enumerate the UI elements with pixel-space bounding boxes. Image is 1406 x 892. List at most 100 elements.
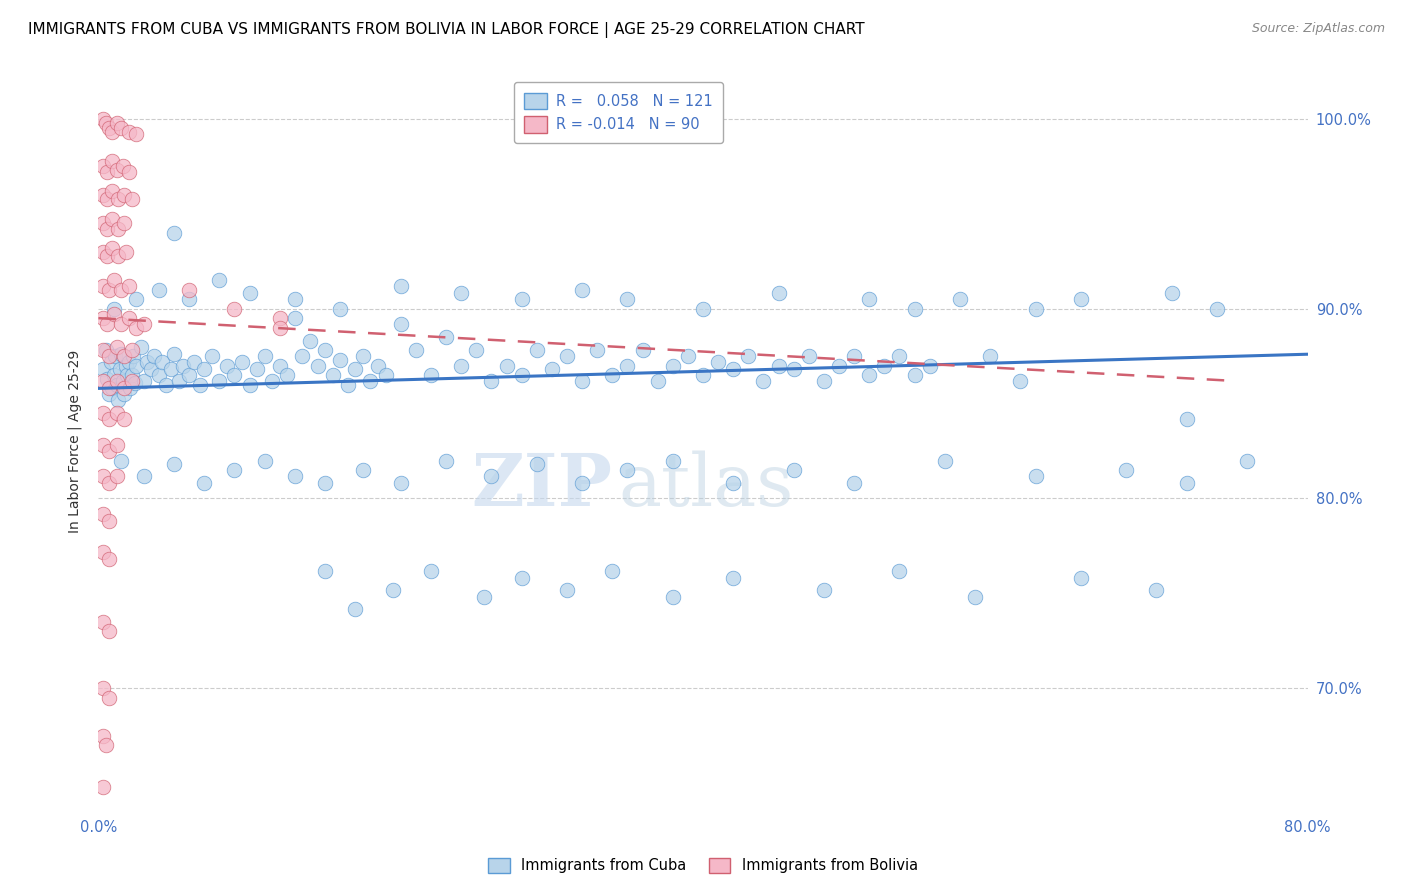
Point <box>1160 286 1182 301</box>
Point <box>434 330 457 344</box>
Point <box>450 359 472 373</box>
Point <box>616 292 638 306</box>
Point <box>124 376 146 390</box>
Point <box>434 453 457 467</box>
Point <box>125 292 148 306</box>
Point <box>1115 463 1137 477</box>
Point <box>389 317 412 331</box>
Point <box>118 165 141 179</box>
Point <box>121 192 143 206</box>
Point <box>98 444 121 458</box>
Point <box>118 311 141 326</box>
Point <box>105 340 128 354</box>
Point <box>91 343 114 358</box>
Point <box>783 463 806 477</box>
Point <box>104 349 127 363</box>
Point <box>132 374 155 388</box>
Point <box>112 216 135 230</box>
Point <box>405 343 427 358</box>
Point <box>314 343 336 358</box>
Point <box>723 476 745 491</box>
Point <box>344 362 367 376</box>
Point <box>1070 571 1092 585</box>
Point <box>616 359 638 373</box>
Point <box>344 601 367 615</box>
Point <box>135 355 157 369</box>
Point <box>602 564 624 578</box>
Point <box>107 192 129 206</box>
Point <box>112 387 135 401</box>
Point <box>889 349 911 363</box>
Point <box>918 359 941 373</box>
Point <box>163 347 186 361</box>
Point <box>101 153 124 168</box>
Text: IMMIGRANTS FROM CUBA VS IMMIGRANTS FROM BOLIVIA IN LABOR FORCE | AGE 25-29 CORRE: IMMIGRANTS FROM CUBA VS IMMIGRANTS FROM … <box>28 22 865 38</box>
Point <box>526 458 548 472</box>
Point <box>495 359 517 373</box>
Point <box>1236 453 1258 467</box>
Point <box>132 468 155 483</box>
Point <box>269 320 291 334</box>
Point <box>389 278 412 293</box>
Point <box>121 368 143 383</box>
Point <box>96 248 118 262</box>
Point <box>121 374 143 388</box>
Point <box>101 184 124 198</box>
Point <box>193 362 215 376</box>
Point <box>352 349 374 363</box>
Point <box>91 159 114 173</box>
Point <box>96 372 118 386</box>
Point <box>239 377 262 392</box>
Point <box>101 381 124 395</box>
Point <box>122 349 145 363</box>
Point <box>183 355 205 369</box>
Text: Source: ZipAtlas.com: Source: ZipAtlas.com <box>1251 22 1385 36</box>
Point <box>904 301 927 316</box>
Point <box>100 355 122 369</box>
Point <box>105 374 128 388</box>
Point <box>96 222 118 236</box>
Point <box>723 571 745 585</box>
Point <box>858 292 880 306</box>
Point <box>114 359 136 373</box>
Point <box>91 187 114 202</box>
Point <box>105 163 128 178</box>
Point <box>889 564 911 578</box>
Point <box>1175 476 1198 491</box>
Point <box>91 729 114 743</box>
Point <box>101 241 124 255</box>
Point <box>367 359 389 373</box>
Point <box>224 463 246 477</box>
Point <box>322 368 344 383</box>
Point <box>510 368 533 383</box>
Point <box>329 301 352 316</box>
Point <box>160 362 183 376</box>
Point <box>115 368 138 383</box>
Y-axis label: In Labor Force | Age 25-29: In Labor Force | Age 25-29 <box>67 350 82 533</box>
Point <box>108 362 131 376</box>
Point <box>98 624 121 639</box>
Point <box>125 320 148 334</box>
Point <box>118 125 141 139</box>
Point <box>94 739 117 753</box>
Point <box>118 278 141 293</box>
Point <box>91 438 114 452</box>
Point <box>360 374 382 388</box>
Point <box>91 311 114 326</box>
Point <box>91 362 114 376</box>
Point <box>231 355 253 369</box>
Point <box>813 582 835 597</box>
Point <box>253 453 276 467</box>
Point <box>125 127 148 141</box>
Text: atlas: atlas <box>619 450 794 521</box>
Point <box>91 406 114 420</box>
Point <box>374 368 396 383</box>
Point <box>389 476 412 491</box>
Point <box>676 349 699 363</box>
Point <box>101 212 124 227</box>
Point <box>179 368 201 383</box>
Point <box>1175 411 1198 425</box>
Point <box>813 374 835 388</box>
Point <box>224 301 246 316</box>
Point <box>91 681 114 696</box>
